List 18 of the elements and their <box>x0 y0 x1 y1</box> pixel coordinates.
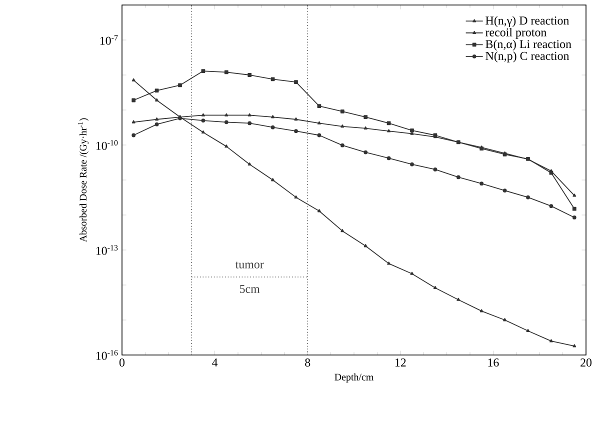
x-tick-label: 12 <box>395 358 406 366</box>
x-tick-label: 8 <box>305 358 310 367</box>
annotation: tumor <box>235 262 264 268</box>
legend-label: recoil proton <box>486 28 547 39</box>
x-tick-label: 4 <box>212 358 218 366</box>
x-axis-title: Depth/cm <box>334 373 374 382</box>
x-tick-label: 20 <box>580 358 592 367</box>
x-tick-label: 0 <box>119 358 125 367</box>
y-tick-label: 10$^{-7}$ <box>100 35 118 45</box>
y-tick-label: 10$^{-13}$ <box>96 245 118 255</box>
x-tick-label: 16 <box>488 358 499 367</box>
legend-label: H(n,γ) D reaction <box>486 16 570 28</box>
y-axis-title: Absorbed Dose Rate /(Gy·hr$^{-1}$) <box>78 118 89 242</box>
legend-label: B(n,α) Li reaction <box>486 40 572 51</box>
legend-label: N(n,p) C reaction <box>486 52 570 62</box>
y-tick-label: 10$^{-10}$ <box>96 140 118 150</box>
y-tick-label: 10$^{-16}$ <box>96 350 118 360</box>
annotation: 5cm <box>240 285 260 293</box>
